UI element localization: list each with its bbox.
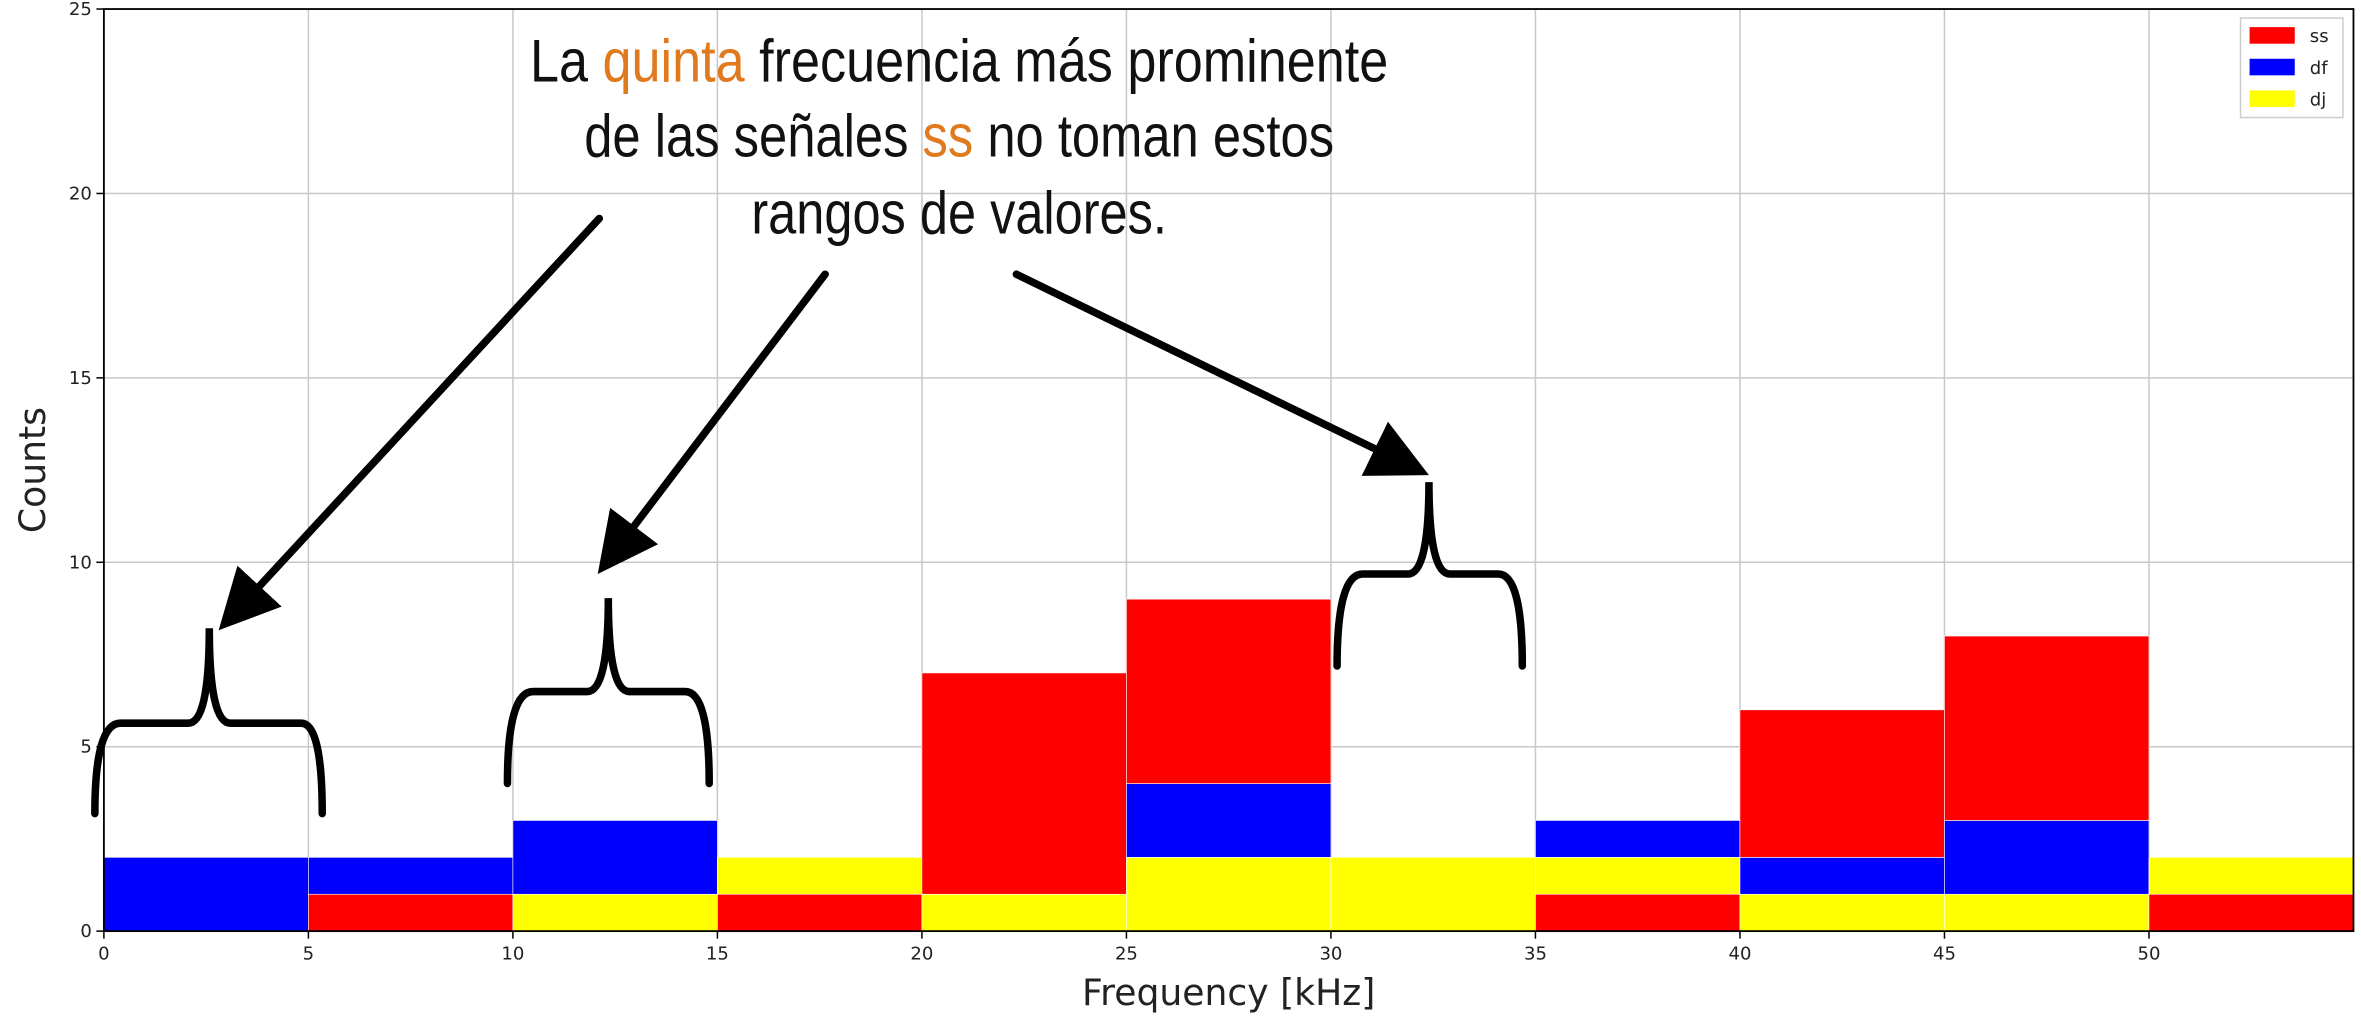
x-tick-label: 45 xyxy=(1933,944,1956,965)
bar-segment xyxy=(1944,820,2150,895)
y-tick-label: 5 xyxy=(80,737,91,758)
annotation-line: rangos de valores. xyxy=(751,179,1167,247)
bar-segment xyxy=(1944,635,2150,821)
brace xyxy=(1333,482,1527,670)
bar-segment xyxy=(1739,857,1945,895)
brace xyxy=(503,598,713,788)
annotation-text: de las señales xyxy=(584,102,922,170)
bar-segment xyxy=(512,893,718,932)
bar-segment xyxy=(1126,857,1332,932)
bar-segment xyxy=(1739,709,1945,858)
legend: ss df dj xyxy=(2239,17,2344,119)
annotation: La quinta frecuencia más prominente de l… xyxy=(530,26,1388,246)
annotation-text: no toman estos xyxy=(973,102,1334,170)
bar-segment xyxy=(1330,857,1536,932)
annotation-line: La quinta frecuencia más prominente xyxy=(530,26,1388,94)
legend-label: df xyxy=(2310,58,2328,79)
bar-segment xyxy=(308,893,514,932)
legend-swatch xyxy=(2249,90,2295,107)
legend-swatch xyxy=(2249,58,2295,76)
x-tick-label: 15 xyxy=(706,944,729,965)
y-tick-label: 15 xyxy=(69,368,92,389)
y-tick-label: 20 xyxy=(69,183,92,204)
x-tick-label: 50 xyxy=(2137,944,2160,965)
annotation-highlight: quinta xyxy=(603,26,746,94)
bar-segment xyxy=(1535,893,1741,932)
annotation-highlight: ss xyxy=(923,102,974,170)
arrow xyxy=(1012,270,1429,476)
x-axis-label: Frequency [kHz] xyxy=(1082,971,1375,1014)
bar-segment xyxy=(1535,820,1741,858)
annotation-text: rangos de valores. xyxy=(751,179,1167,247)
bar-segment xyxy=(1126,783,1332,858)
bar-segment xyxy=(1126,598,1332,784)
bar-segment xyxy=(717,857,923,895)
annotation-text: frecuencia más prominente xyxy=(745,26,1389,94)
bar-segment xyxy=(1944,893,2150,932)
legend-label: dj xyxy=(2310,89,2326,110)
ticks: 0 5 10 15 20 25 30 35 40 45 50 0 5 10 15 20 25 xyxy=(69,0,2161,965)
bar-segment xyxy=(1739,893,1945,932)
x-tick-label: 0 xyxy=(98,944,109,965)
annotation-text: La xyxy=(530,26,603,94)
brace xyxy=(91,628,326,818)
legend-swatch xyxy=(2249,27,2295,44)
braces-arrows xyxy=(91,214,1527,818)
bar-segment xyxy=(921,672,1127,895)
x-tick-label: 35 xyxy=(1524,944,1547,965)
x-tick-label: 30 xyxy=(1319,944,1342,965)
x-tick-label: 40 xyxy=(1728,944,1751,965)
y-tick-label: 25 xyxy=(69,0,92,20)
arrow xyxy=(218,214,604,631)
bar-segment xyxy=(103,857,309,932)
plot-frame xyxy=(102,8,2355,933)
y-tick-label: 10 xyxy=(69,552,92,573)
y-tick-label: 0 xyxy=(80,921,91,942)
x-tick-label: 10 xyxy=(501,944,524,965)
bar-segment xyxy=(1535,857,1741,895)
annotation-line: de las señales ss no toman estos xyxy=(584,102,1334,170)
y-axis-label: Counts xyxy=(11,407,54,533)
arrow xyxy=(597,270,829,574)
bar-segment xyxy=(921,893,1127,932)
x-tick-label: 20 xyxy=(910,944,933,965)
x-tick-label: 25 xyxy=(1115,944,1138,965)
bar-segment xyxy=(717,893,923,932)
bar-segment xyxy=(308,857,514,895)
bar-segment xyxy=(2148,857,2354,895)
bar-segment xyxy=(2148,893,2354,932)
x-tick-label: 5 xyxy=(303,944,314,965)
bars xyxy=(103,598,2354,932)
bar-segment xyxy=(512,820,718,895)
legend-label: ss xyxy=(2310,26,2329,47)
